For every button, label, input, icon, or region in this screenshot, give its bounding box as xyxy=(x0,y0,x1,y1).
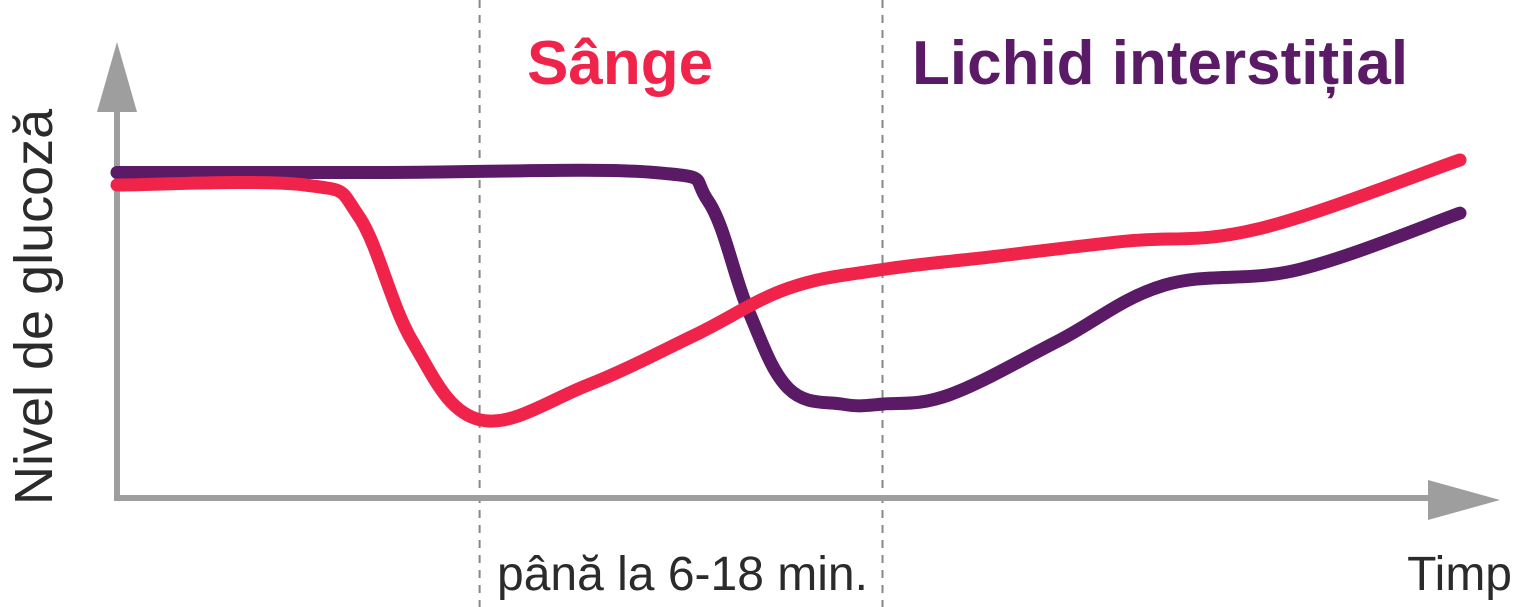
legend-blood: Sânge xyxy=(527,29,713,98)
axes xyxy=(97,42,1500,520)
series-line-blood xyxy=(110,153,1467,428)
y-axis-label: Nivel de glucoză xyxy=(4,108,64,505)
x-axis-label: Timp xyxy=(1407,548,1512,601)
guide-lines xyxy=(478,0,884,607)
series-layer xyxy=(110,153,1467,428)
y-axis-arrowhead xyxy=(97,42,137,112)
x-axis-arrowhead xyxy=(1428,480,1500,520)
legend-interstitial-fluid: Lichid interstițial xyxy=(912,29,1408,98)
series-line-interstitial xyxy=(110,163,1467,413)
delay-annotation: până la 6-18 min. xyxy=(497,548,868,601)
